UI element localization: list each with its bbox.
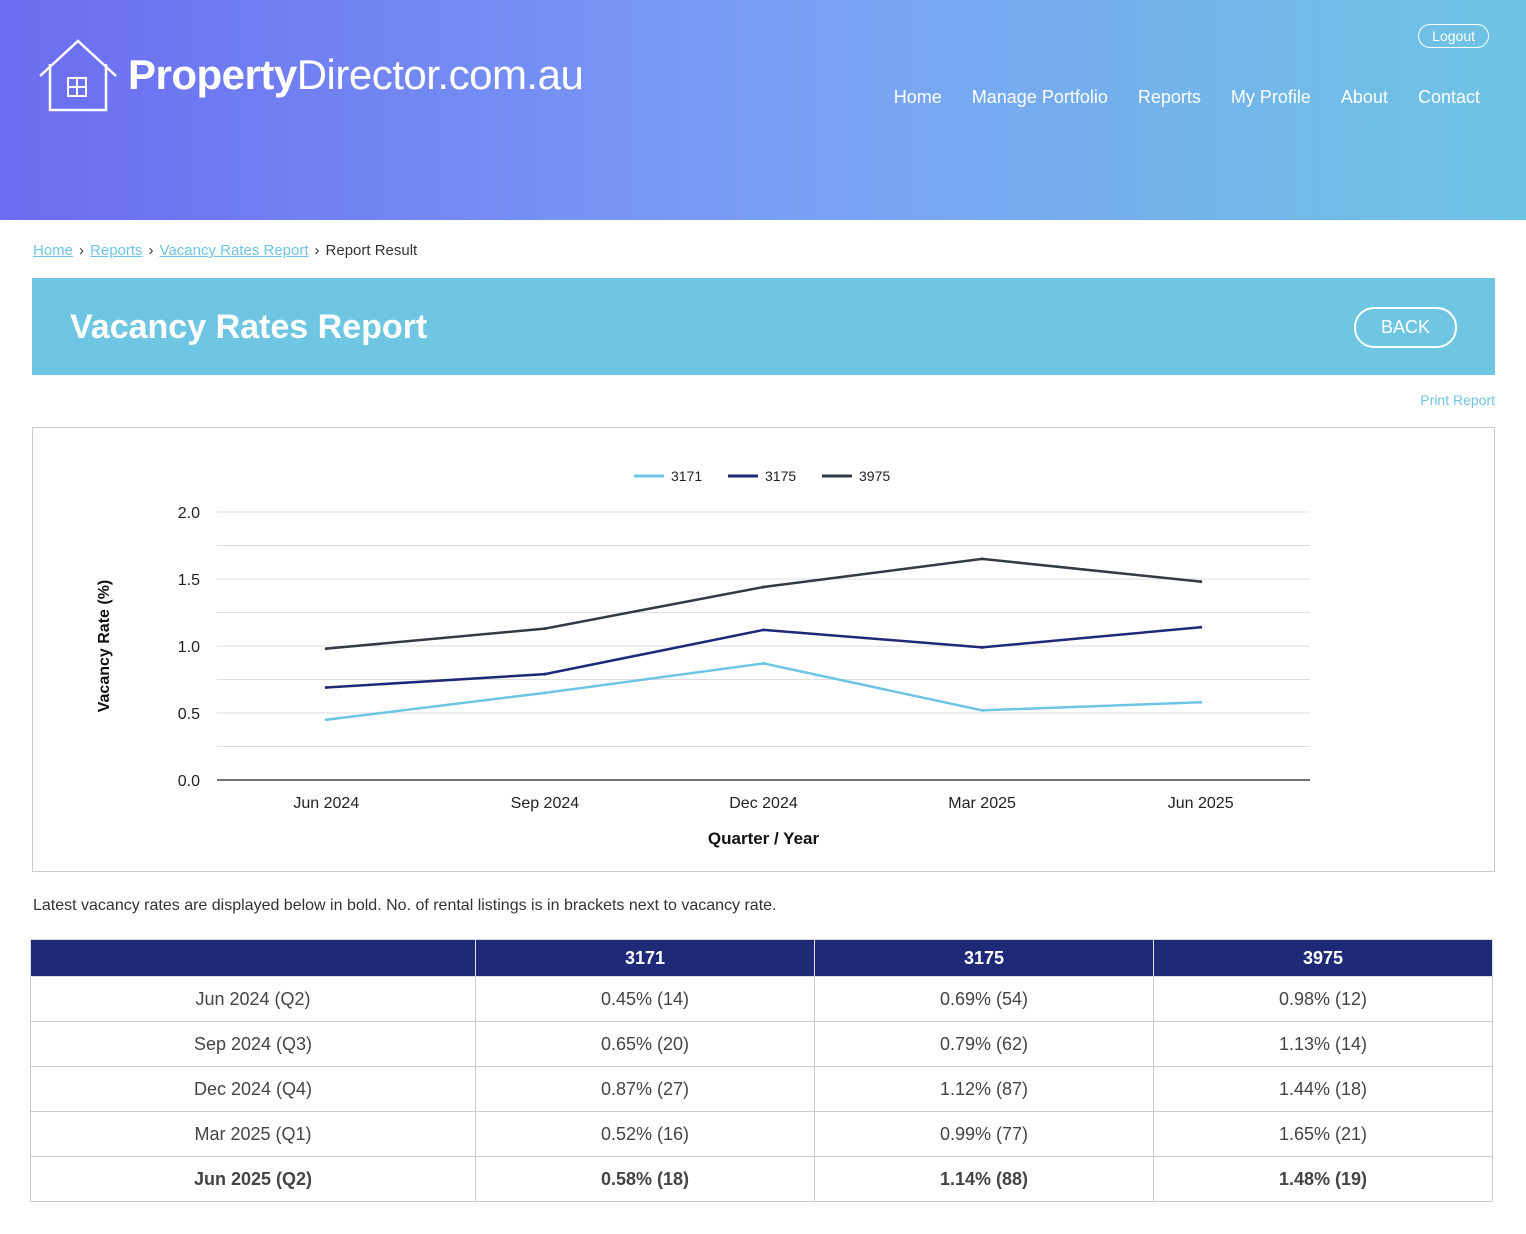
x-axis-title: Quarter / Year xyxy=(708,829,820,848)
table-cell: 0.69% (54) xyxy=(814,976,1154,1022)
chevron-right-icon: › xyxy=(314,242,320,259)
table-cell: Dec 2024 (Q4) xyxy=(30,1066,476,1112)
logo[interactable]: PropertyDirector.com.au xyxy=(38,38,584,112)
main-nav: Home Manage Portfolio Reports My Profile… xyxy=(894,87,1480,108)
vacancy-table: 3171 3175 3975 Jun 2024 (Q2) 0.45% (14) 0.… xyxy=(30,939,1493,1202)
x-tick-label: Sep 2024 xyxy=(511,795,580,812)
table-cell: 0.99% (77) xyxy=(814,1111,1154,1157)
nav-contact[interactable]: Contact xyxy=(1417,87,1480,107)
print-report-link[interactable]: Print Report xyxy=(1420,392,1495,408)
house-icon xyxy=(39,39,117,112)
table-cell: 0.98% (12) xyxy=(1153,976,1493,1022)
data-point xyxy=(324,647,328,651)
breadcrumb-vacancy-rates-report[interactable]: Vacancy Rates Report xyxy=(159,242,309,259)
data-point xyxy=(980,645,984,649)
logout-button[interactable]: Logout xyxy=(1418,24,1489,48)
nav-reports[interactable]: Reports xyxy=(1137,87,1201,107)
x-tick-label: Jun 2024 xyxy=(293,795,359,812)
data-point xyxy=(1199,700,1203,704)
legend-label: 3975 xyxy=(859,468,890,484)
table-header xyxy=(30,939,476,977)
table-cell: Jun 2024 (Q2) xyxy=(30,976,476,1022)
nav-home[interactable]: Home xyxy=(893,87,942,107)
data-point xyxy=(980,557,984,561)
table-header: 3171 xyxy=(475,939,815,977)
table-cell: 1.14% (88) xyxy=(814,1156,1154,1202)
table-cell: 1.44% (18) xyxy=(1153,1066,1493,1112)
legend-label: 3171 xyxy=(671,468,702,484)
logo-bold: Property xyxy=(128,51,297,98)
nav-manage-portfolio[interactable]: Manage Portfolio xyxy=(971,87,1108,107)
table-cell: 1.48% (19) xyxy=(1153,1156,1493,1202)
table-header: 3175 xyxy=(814,939,1154,977)
table-cell: Sep 2024 (Q3) xyxy=(30,1021,476,1067)
table-header: 3975 xyxy=(1153,939,1493,977)
y-tick-label: 1.5 xyxy=(178,572,200,589)
table-note: Latest vacancy rates are displayed below… xyxy=(33,897,777,914)
title-banner: Vacancy Rates Report BACK xyxy=(32,278,1495,375)
table-cell: 1.13% (14) xyxy=(1153,1021,1493,1067)
chart-container: 0.0 0.5 1.0 1.5 2.0 Jun 2024 Sep 2024 Dec 2024 M… xyxy=(32,427,1495,872)
data-point xyxy=(324,686,328,690)
table-row: Dec 2024 (Q4) 0.87% (27) 1.12% (87) 1.44% (… xyxy=(30,1066,1493,1112)
vacancy-line-chart: 0.0 0.5 1.0 1.5 2.0 Jun 2024 Sep 2024 Dec 2024 M… xyxy=(96,468,1310,848)
table-cell: 1.12% (87) xyxy=(814,1066,1154,1112)
legend-label: 3175 xyxy=(765,468,796,484)
series-line-3171 xyxy=(326,662,1201,721)
logo-rest: Director.com.au xyxy=(296,51,584,98)
data-point xyxy=(1199,580,1203,584)
table-row: Jun 2024 (Q2) 0.45% (14) 0.69% (54) 0.98% (… xyxy=(30,976,1493,1022)
breadcrumb-home[interactable]: Home xyxy=(33,242,74,259)
page-title: Vacancy Rates Report xyxy=(70,308,428,346)
breadcrumb-current: Report Result xyxy=(325,242,418,259)
y-tick-label: 0.0 xyxy=(178,773,200,790)
table-row: Mar 2025 (Q1) 0.52% (16) 0.99% (77) 1.65% (… xyxy=(30,1111,1493,1157)
data-point xyxy=(543,691,547,695)
chevron-right-icon: › xyxy=(148,242,154,259)
table-cell: Jun 2025 (Q2) xyxy=(30,1156,476,1202)
table-cell: 0.52% (16) xyxy=(475,1111,815,1157)
table-cell: 0.58% (18) xyxy=(475,1156,815,1202)
data-point xyxy=(980,708,984,712)
table-cell: Mar 2025 (Q1) xyxy=(30,1111,476,1157)
data-point xyxy=(762,585,765,589)
x-tick-label: Dec 2024 xyxy=(729,795,798,812)
table-row: Jun 2025 (Q2) 0.58% (18) 1.14% (88) 1.48% (… xyxy=(30,1156,1493,1202)
x-tick-label: Jun 2025 xyxy=(1168,795,1234,812)
x-tick-label: Mar 2025 xyxy=(948,795,1016,812)
data-point xyxy=(324,718,328,722)
table-cell: 0.65% (20) xyxy=(475,1021,815,1067)
y-tick-label: 2.0 xyxy=(178,505,200,522)
data-point xyxy=(1199,625,1203,629)
data-point xyxy=(762,661,765,665)
y-axis-title: Vacancy Rate (%) xyxy=(96,580,113,713)
y-tick-label: 0.5 xyxy=(178,706,200,723)
table-cell: 0.45% (14) xyxy=(475,976,815,1022)
series-line-3975 xyxy=(326,557,1201,650)
breadcrumb: Home › Reports › Vacancy Rates Report › Rep… xyxy=(33,242,417,259)
table-cell: 0.79% (62) xyxy=(814,1021,1154,1067)
table-cell: 1.65% (21) xyxy=(1153,1111,1493,1157)
data-point xyxy=(762,628,765,632)
table-row: Sep 2024 (Q3) 0.65% (20) 0.79% (62) 1.13% (… xyxy=(30,1021,1493,1067)
breadcrumb-reports[interactable]: Reports xyxy=(90,242,143,259)
table-cell: 0.87% (27) xyxy=(475,1066,815,1112)
chevron-right-icon: › xyxy=(79,242,85,259)
y-tick-label: 1.0 xyxy=(178,639,200,656)
data-point xyxy=(543,672,547,676)
nav-about[interactable]: About xyxy=(1340,87,1388,107)
back-button[interactable]: BACK xyxy=(1353,307,1457,348)
nav-my-profile[interactable]: My Profile xyxy=(1230,87,1311,107)
data-point xyxy=(543,627,547,631)
site-header: PropertyDirector.com.au Logout Home Mana… xyxy=(0,0,1526,220)
